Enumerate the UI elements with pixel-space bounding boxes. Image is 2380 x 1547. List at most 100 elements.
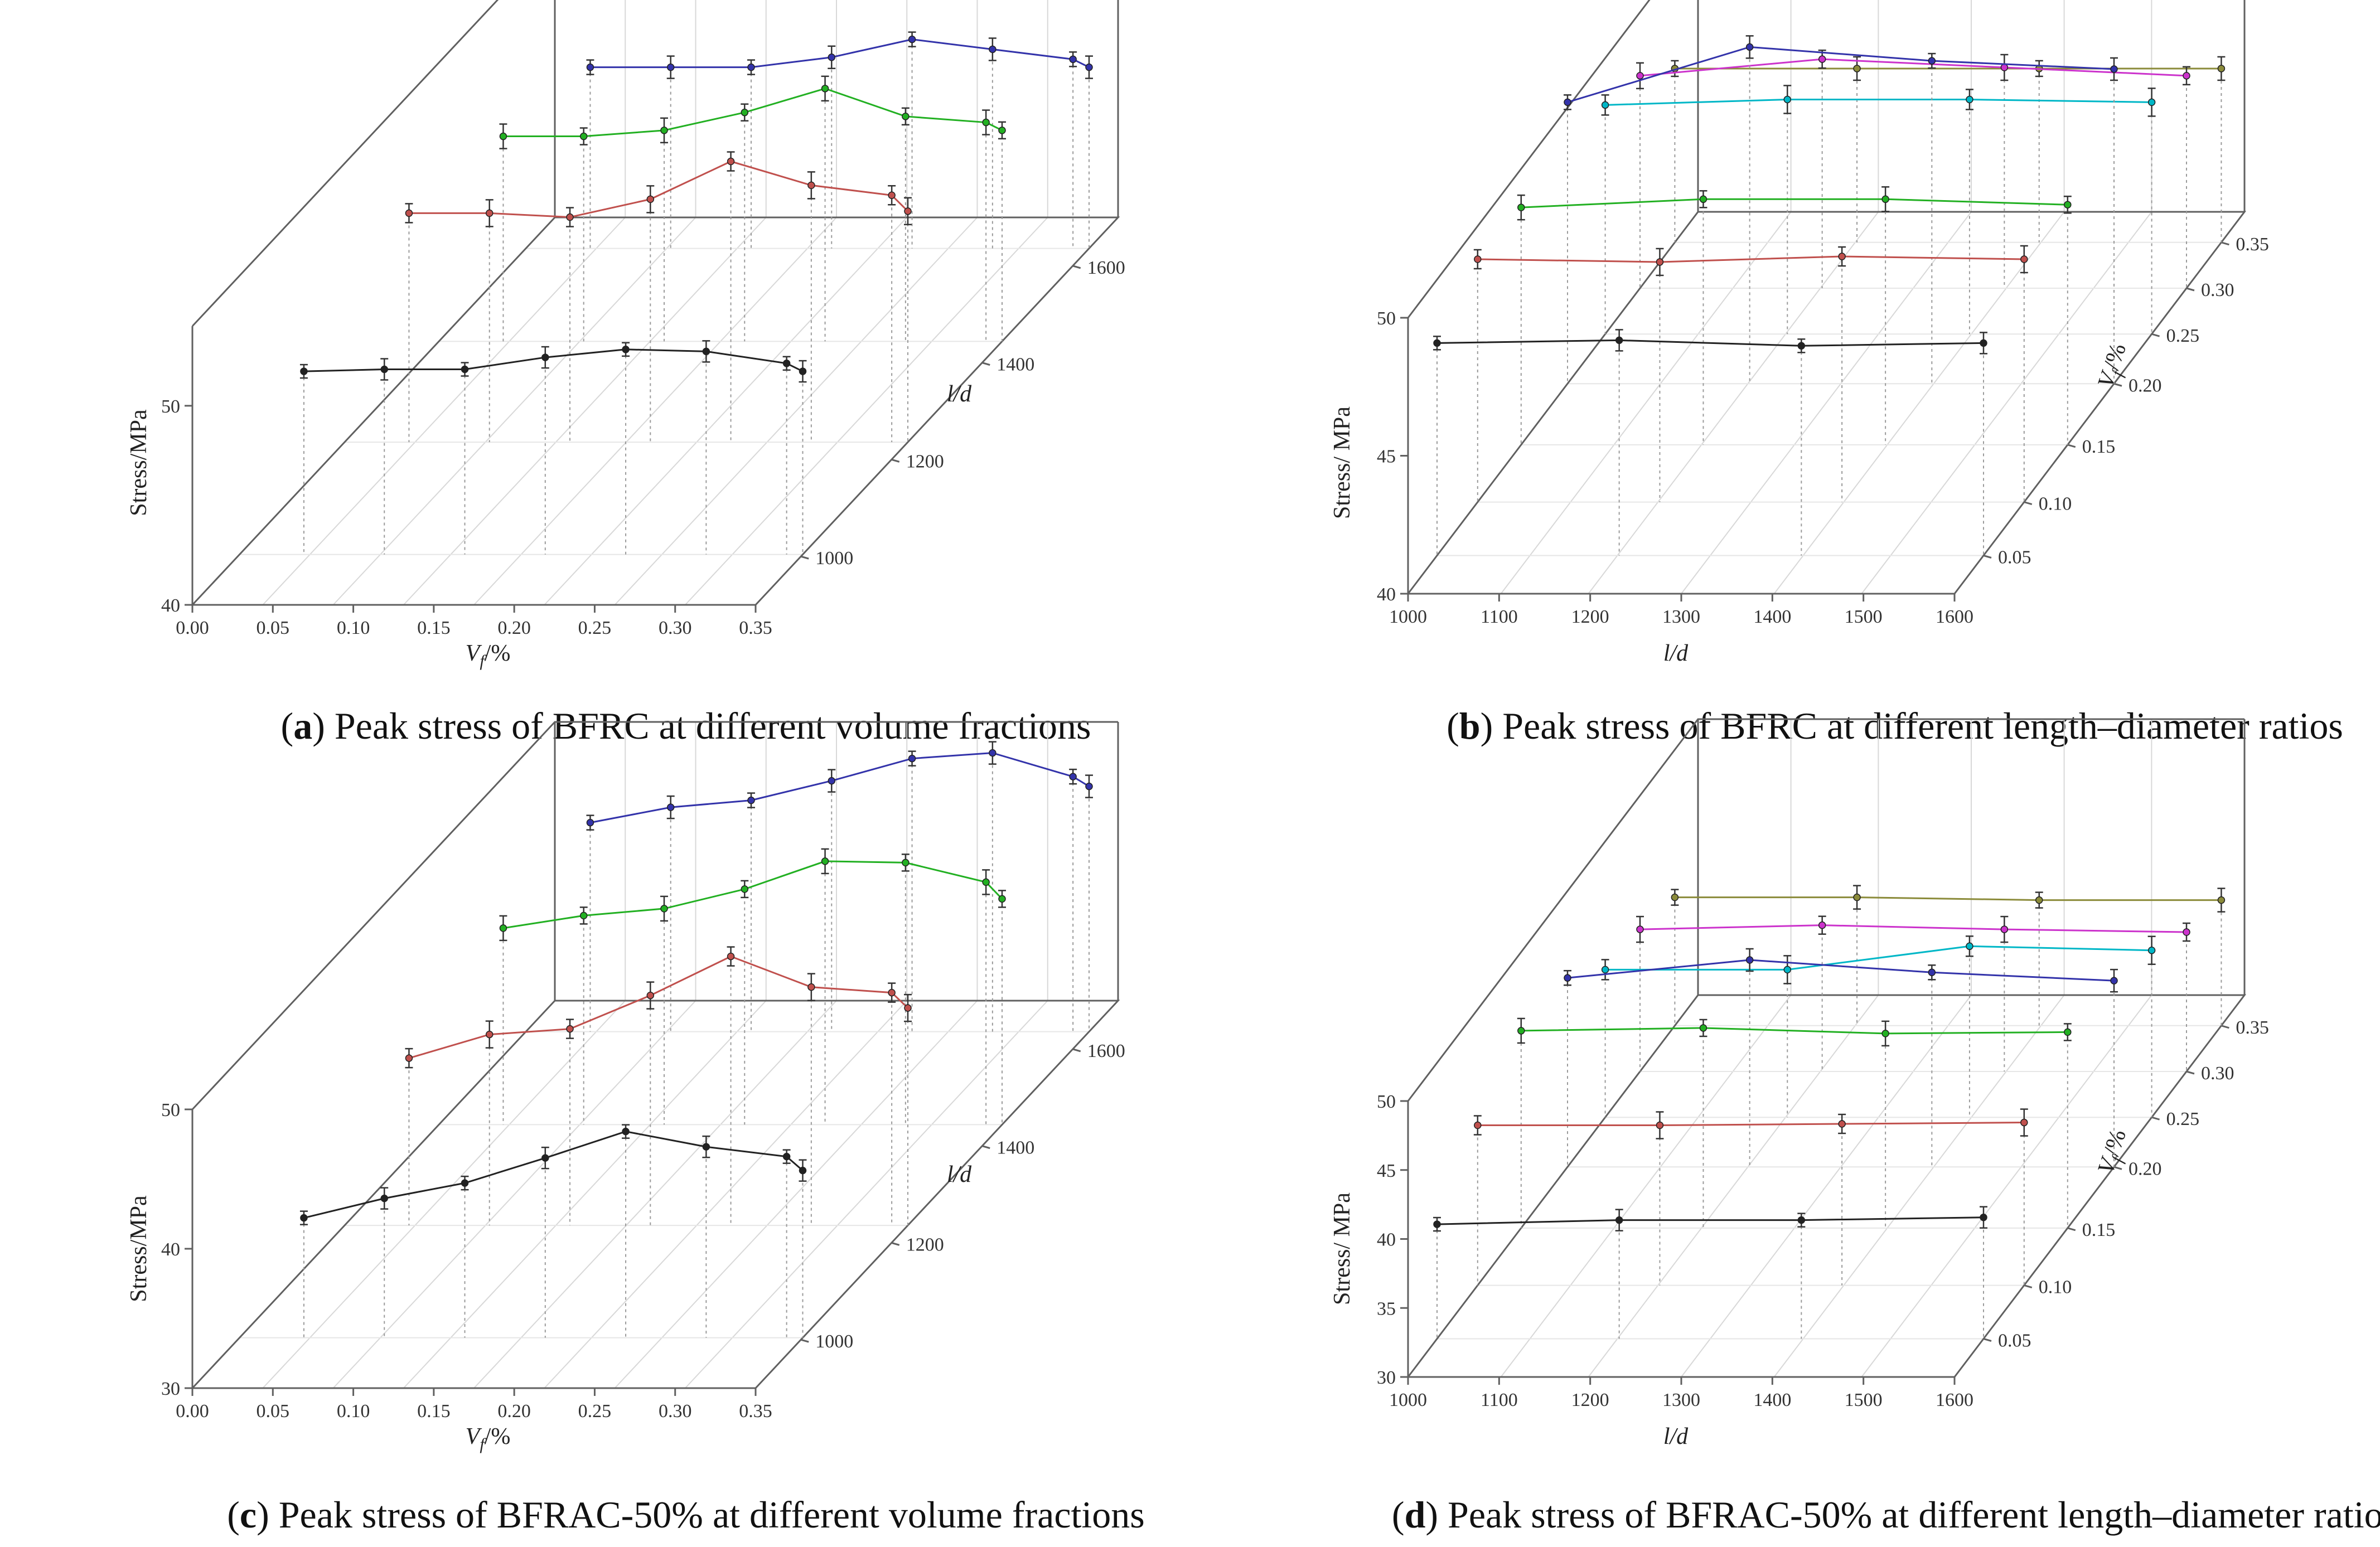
series-c-1	[405, 946, 912, 1226]
data-point	[1745, 43, 1754, 51]
z-tick-label: 0.05	[1998, 1331, 2031, 1351]
x-tick-label: 1300	[1662, 607, 1700, 627]
y-tick-label: 35	[1377, 1298, 1396, 1319]
z-tick-label: 0.35	[2236, 1017, 2269, 1038]
series-line	[1639, 58, 2187, 77]
z-tick-mark	[2024, 1284, 2033, 1289]
data-point	[1564, 98, 1571, 106]
data-point	[300, 367, 308, 375]
data-point	[1699, 1024, 1707, 1032]
x-tick-label: 0.30	[659, 618, 692, 638]
data-point	[1797, 342, 1806, 350]
series-a-3	[586, 31, 1093, 249]
data-point	[2020, 255, 2028, 263]
data-point	[1818, 55, 1826, 63]
frame-top-edge	[191, 721, 1118, 1110]
floor-gridline	[403, 1000, 767, 1389]
x-tick-label: 1400	[1753, 1390, 1791, 1410]
caption-label: c	[240, 1493, 257, 1536]
series-d-1	[1473, 1108, 2028, 1286]
data-point	[2217, 65, 2226, 72]
z-tick-label: 0.15	[2082, 1220, 2116, 1240]
data-point	[1517, 203, 1525, 211]
data-point	[998, 895, 1006, 903]
panel-caption: (c) Peak stress of BFRAC-50% at differen…	[227, 1493, 1145, 1536]
data-point	[666, 803, 675, 811]
data-point	[828, 777, 836, 785]
y-tick-label: 30	[161, 1379, 180, 1399]
z-tick-label: 0.10	[2039, 494, 2072, 515]
x-tick-label: 0.10	[337, 1401, 370, 1422]
z-axis-label-unit: /%	[2099, 1127, 2131, 1160]
z-tick-label: 1000	[815, 1331, 853, 1352]
z-tick-mark	[2221, 241, 2229, 246]
floor-gridline	[262, 1000, 626, 1389]
series-line	[1521, 198, 2068, 208]
series-line	[409, 160, 909, 219]
floor-gridline	[1500, 995, 1792, 1378]
panel-caption: (a) Peak stress of BFRC at different vol…	[281, 705, 1091, 747]
z-tick-label: 1600	[1087, 258, 1125, 278]
z-tick-mark	[891, 458, 900, 463]
data-point	[1615, 336, 1623, 345]
frame-top-edge	[1407, 0, 1651, 318]
data-point	[1966, 95, 1973, 104]
panel-caption: (d) Peak stress of BFRAC-50% at differen…	[1392, 1493, 2380, 1536]
z-tick-mark	[800, 1339, 809, 1343]
data-point	[888, 988, 896, 997]
data-point	[902, 859, 910, 867]
frame-top-edge	[1407, 718, 2244, 1102]
y-axis-label: Stress/MPa	[126, 1195, 152, 1302]
data-point	[1853, 893, 1861, 901]
y-axis-label: Stress/ MPa	[1329, 1192, 1355, 1305]
data-point	[727, 952, 735, 961]
floor-gridline	[1681, 995, 1972, 1378]
data-point	[902, 113, 910, 120]
data-point	[904, 1004, 912, 1012]
data-point	[1881, 1030, 1889, 1037]
z-tick-mark	[2186, 287, 2195, 292]
data-point	[908, 754, 916, 763]
x-axis-label-unit: /%	[485, 1424, 511, 1449]
x-tick-label: 1500	[1845, 607, 1883, 627]
data-point	[461, 365, 469, 374]
z-tick-label: 1400	[996, 1138, 1034, 1158]
series-c-2	[499, 848, 1006, 1125]
z-tick-label: 0.35	[2236, 234, 2269, 255]
data-point	[1980, 1213, 1987, 1221]
caption-text: ) Peak stress of BFRAC-50% at different …	[1425, 1493, 2380, 1536]
z-tick-label: 1400	[996, 355, 1034, 375]
series-b-1	[1473, 245, 2028, 502]
x-tick-label: 0.15	[417, 618, 451, 638]
z-tick-mark	[2113, 382, 2122, 387]
caption-paren-open: (	[281, 705, 294, 747]
data-point	[799, 367, 807, 375]
data-point	[405, 1054, 413, 1062]
z-tick-label: 0.30	[2201, 280, 2234, 300]
data-point	[1636, 72, 1644, 80]
data-point	[1656, 1121, 1664, 1129]
series-line	[1436, 1216, 1984, 1225]
x-tick-label: 1500	[1845, 1390, 1883, 1410]
z-tick-mark	[2067, 1227, 2076, 1231]
y-tick-label: 30	[1377, 1367, 1396, 1388]
series-d-4	[1601, 935, 2156, 1118]
data-point	[541, 353, 549, 361]
data-point	[2000, 64, 2009, 71]
x-tick-label: 0.00	[176, 618, 209, 638]
x-axis-label-unit: /%	[485, 641, 511, 666]
data-point	[666, 63, 675, 71]
z-tick-label: 1600	[1087, 1041, 1125, 1061]
x-tick-label: 0.05	[257, 618, 290, 638]
series-line	[303, 348, 804, 372]
data-point	[1928, 968, 1936, 977]
data-point	[799, 1166, 807, 1175]
z-tick-mark	[2151, 333, 2160, 337]
caption-label: a	[293, 705, 312, 747]
x-tick-label: 1000	[1389, 1390, 1427, 1410]
z-tick-mark	[1072, 1048, 1081, 1053]
frame-floor	[191, 1000, 1120, 1389]
data-point	[989, 45, 996, 54]
data-point	[2000, 925, 2009, 933]
data-point	[660, 127, 668, 134]
